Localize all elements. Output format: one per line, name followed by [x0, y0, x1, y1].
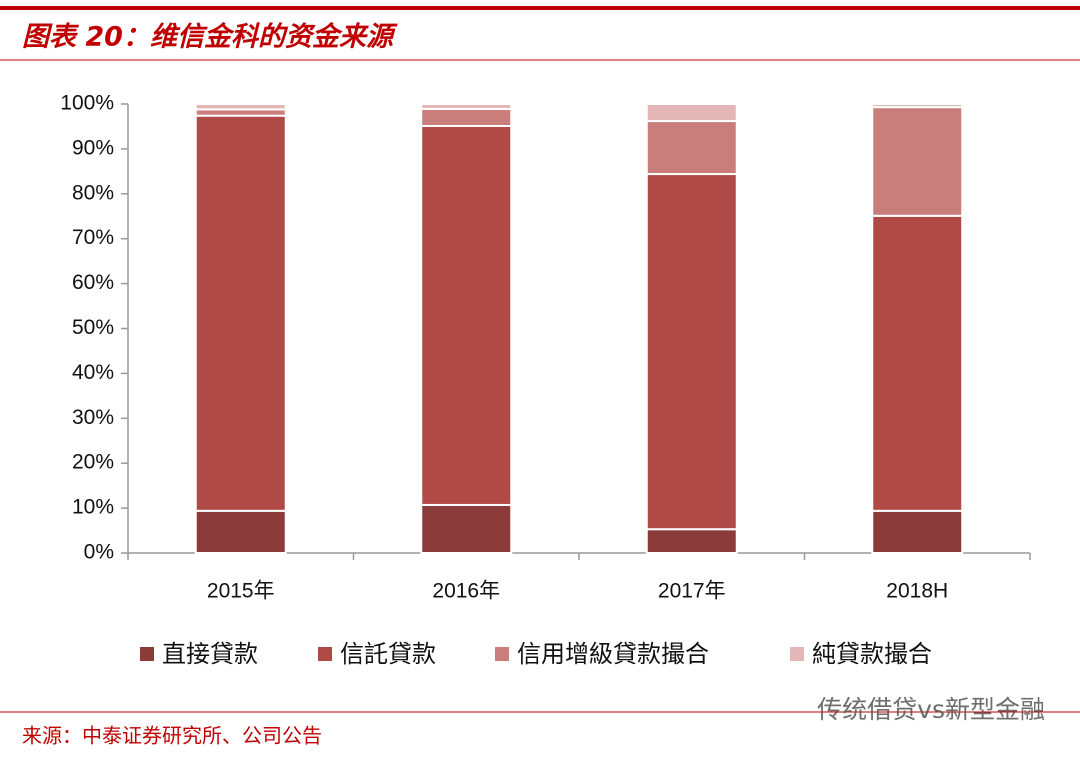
bar-segment: [420, 125, 513, 506]
watermark: 传统借贷vs新型金融: [817, 695, 1045, 724]
bar-segment: [645, 103, 738, 123]
y-tick-label: 0%: [84, 541, 114, 564]
chart-title: 图表 20：维信金科的资金来源: [22, 22, 398, 53]
source: 来源：中泰证券研究所、公司公告: [22, 724, 322, 748]
y-tick-label: 60%: [72, 271, 114, 294]
x-tick-label: 2018H: [886, 580, 948, 603]
bar-segment: [871, 214, 964, 512]
y-tick-label: 30%: [72, 406, 114, 429]
bar-segment: [420, 103, 513, 110]
x-tick-label: 2017年: [658, 580, 726, 603]
bar-segment: [420, 107, 513, 128]
legend-swatch: [790, 647, 804, 661]
legend-label: 信用增級貸款撮合: [517, 640, 709, 668]
bar-segment: [645, 173, 738, 531]
y-tick-label: 10%: [72, 496, 114, 519]
legend-swatch: [495, 647, 509, 661]
legend-swatch: [318, 647, 332, 661]
bar-segment: [420, 503, 513, 554]
bar-segment: [194, 114, 287, 512]
y-tick-label: 50%: [72, 316, 114, 339]
legend-label: 直接貸款: [162, 640, 258, 668]
y-tick-label: 90%: [72, 136, 114, 159]
y-tick-label: 80%: [72, 181, 114, 204]
bar-segment: [871, 106, 964, 217]
x-tick-label: 2015年: [207, 580, 275, 603]
legend-label: 純貸款撮合: [812, 640, 932, 668]
bar-segment: [194, 103, 287, 111]
bar-segment: [645, 528, 738, 555]
x-tick-label: 2016年: [432, 580, 500, 603]
legend-swatch: [140, 647, 154, 661]
y-tick-label: 20%: [72, 451, 114, 474]
legend-label: 信託貸款: [340, 640, 436, 668]
bar-segment: [645, 120, 738, 176]
bar-segment: [871, 103, 964, 109]
bar-segment: [871, 509, 964, 555]
y-tick-label: 100%: [60, 92, 114, 115]
bar-segment: [194, 509, 287, 555]
y-tick-label: 40%: [72, 361, 114, 384]
y-tick-label: 70%: [72, 226, 114, 249]
top-rule: [0, 6, 1080, 10]
